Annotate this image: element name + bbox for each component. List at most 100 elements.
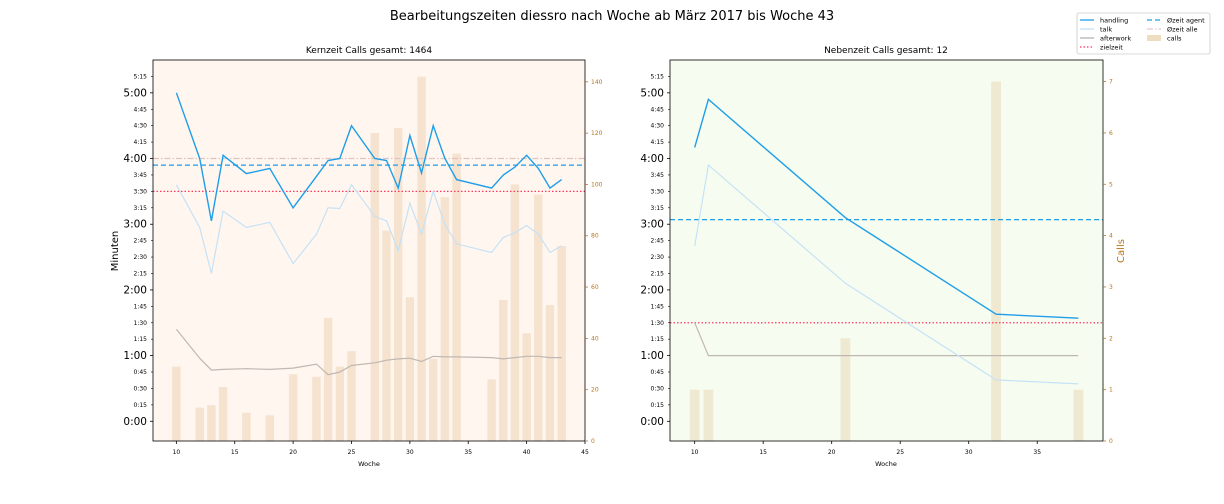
right-y2-tick-label: 4 (1109, 233, 1113, 240)
left-plot-background (153, 60, 585, 441)
left-y-minor-tick-label: 0:30 (134, 385, 148, 392)
left-x-tick-label: 10 (173, 449, 181, 456)
left-y-tick-label: 1:00 (123, 350, 147, 362)
left-calls-bar (207, 405, 216, 441)
right-y2-tick-label: 3 (1109, 284, 1113, 291)
left-y-minor-tick-label: 3:30 (134, 188, 148, 195)
right-y-minor-tick-label: 4:45 (651, 106, 665, 113)
right-y-tick-label: 5:00 (640, 87, 664, 99)
right-x-tick-label: 10 (691, 449, 699, 456)
left-y-minor-tick-label: 1:30 (134, 320, 148, 327)
right-y-minor-tick-label: 1:45 (651, 303, 665, 310)
left-calls-bar (312, 376, 321, 441)
right-y-minor-tick-label: 1:30 (651, 320, 665, 327)
left-calls-bar (335, 366, 345, 441)
left-x-tick-label: 25 (348, 449, 356, 456)
right-x-tick-label: 30 (965, 449, 973, 456)
left-y-minor-tick-label: 2:15 (134, 270, 148, 277)
left-calls-bar (534, 194, 543, 441)
right-chart-y2label: Calls (1116, 239, 1127, 263)
left-y-minor-tick-label: 1:15 (134, 336, 148, 343)
left-calls-bar (452, 153, 461, 441)
left-x-tick-label: 40 (523, 449, 531, 456)
right-y-minor-tick-label: 3:30 (651, 188, 665, 195)
left-y-minor-tick-label: 3:15 (134, 205, 148, 212)
right-y-minor-tick-label: 0:45 (651, 369, 665, 376)
right-y-minor-tick-label: 0:30 (651, 385, 665, 392)
left-y-minor-tick-label: 0:15 (134, 402, 148, 409)
right-y2-tick-label: 7 (1109, 79, 1113, 86)
right-y2-tick-label: 1 (1109, 387, 1113, 394)
right-y-tick-label: 4:00 (640, 153, 664, 165)
left-series-handling (175, 92, 563, 222)
left-calls-bar (429, 358, 438, 441)
right-y-minor-tick-label: 5:15 (651, 73, 665, 80)
left-y-tick-label: 0:00 (123, 416, 147, 428)
right-series-talk (694, 163, 1079, 385)
left-calls-bar (172, 366, 181, 441)
left-y-minor-tick-label: 2:45 (134, 238, 148, 245)
left-x-tick-label: 15 (231, 449, 239, 456)
left-calls-bar (545, 305, 555, 441)
right-y-minor-tick-label: 2:15 (651, 270, 665, 277)
right-x-tick-label: 15 (759, 449, 767, 456)
left-calls-bar (417, 76, 426, 442)
left-calls-bar (265, 415, 274, 441)
left-x-tick-label: 20 (289, 449, 297, 456)
left-y-minor-tick-label: 4:30 (134, 123, 148, 130)
right-x-tick-label: 25 (896, 449, 904, 456)
left-calls-bar (487, 379, 496, 441)
left-calls-bar (242, 412, 251, 441)
left-y2-tick-label: 140 (591, 79, 603, 86)
right-y2-tick-label: 5 (1109, 181, 1113, 188)
left-y-tick-label: 5:00 (123, 87, 147, 99)
left-y2-tick-label: 120 (591, 130, 603, 137)
right-y-tick-label: 1:00 (640, 350, 664, 362)
legend-label: afterwork (1100, 34, 1131, 42)
right-y2-tick-label: 0 (1109, 438, 1113, 445)
left-series-afterwork (175, 328, 562, 376)
right-y-tick-label: 3:00 (640, 219, 664, 231)
left-chart-panel: Kernzeit Calls gesamt: 1464 Woche Minute… (110, 46, 603, 468)
right-calls-bar (840, 338, 851, 441)
legend-swatch-calls (1147, 35, 1161, 41)
right-y-minor-tick-label: 2:45 (651, 238, 665, 245)
right-y-minor-tick-label: 0:15 (651, 402, 665, 409)
left-y-minor-tick-label: 0:45 (134, 369, 148, 376)
left-calls-bar (370, 133, 380, 441)
left-y2-tick-label: 20 (591, 387, 599, 394)
left-chart-ylabel: Minuten (110, 231, 121, 272)
left-calls-bar (288, 374, 298, 441)
left-y-minor-tick-label: 3:45 (134, 172, 148, 179)
figure-title: Bearbeitungszeiten diessro nach Woche ab… (390, 9, 834, 24)
legend-label: handling (1100, 16, 1128, 24)
left-y-minor-tick-label: 2:30 (134, 254, 148, 261)
right-y2-tick-label: 6 (1109, 130, 1113, 137)
left-calls-bar (510, 184, 520, 442)
left-y2-tick-label: 80 (591, 233, 599, 240)
right-y-minor-tick-label: 4:15 (651, 139, 665, 146)
right-calls-bar (703, 389, 714, 441)
legend-frame (1076, 12, 1211, 55)
left-calls-bar (499, 299, 508, 441)
right-chart-title: Nebenzeit Calls gesamt: 12 (824, 46, 948, 56)
left-calls-bar (440, 197, 450, 441)
right-plot-frame (669, 59, 1104, 442)
right-series-handling (694, 98, 1079, 319)
left-calls-bar (522, 333, 531, 441)
right-calls-bar (689, 389, 700, 441)
legend-label: Øzeit alle (1167, 25, 1198, 33)
left-calls-bar (195, 407, 204, 441)
left-y-tick-label: 2:00 (123, 284, 147, 296)
right-y-tick-label: 0:00 (640, 416, 664, 428)
left-y-minor-tick-label: 1:45 (134, 303, 148, 310)
left-y-tick-label: 4:00 (123, 153, 147, 165)
right-y-tick-label: 2:00 (640, 284, 664, 296)
left-y2-tick-label: 0 (591, 438, 595, 445)
left-x-tick-label: 45 (581, 449, 589, 456)
right-calls-bar (1073, 389, 1084, 441)
left-series-talk (175, 183, 562, 274)
right-x-tick-label: 35 (1033, 449, 1041, 456)
left-calls-bar (218, 387, 228, 441)
left-calls-bar (393, 127, 403, 441)
